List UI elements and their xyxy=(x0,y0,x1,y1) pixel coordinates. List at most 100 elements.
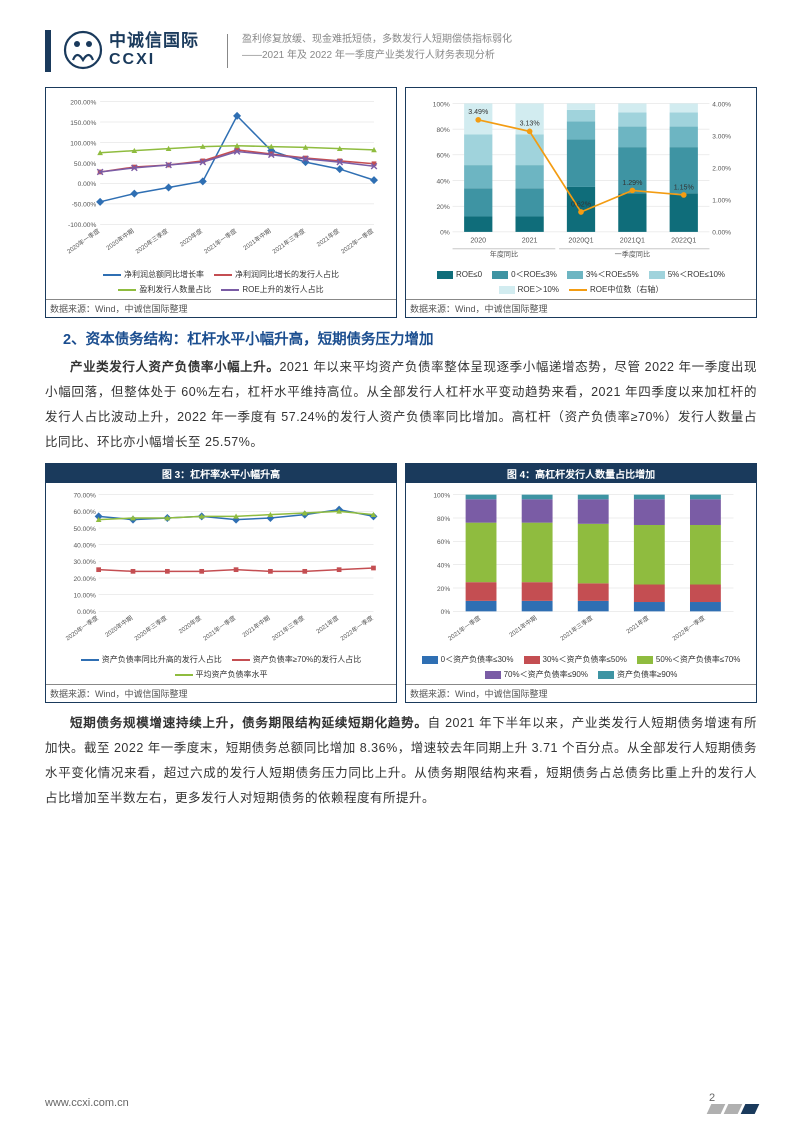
svg-text:60.00%: 60.00% xyxy=(74,509,96,516)
svg-text:2021年三季度: 2021年三季度 xyxy=(271,227,307,255)
chart-3-leverage: 图 3：杠杆率水平小幅升高 0.00% 10.00% 20.00% 30.00% 40.… xyxy=(45,463,397,703)
svg-text:2022年一季度: 2022年一季度 xyxy=(671,614,707,642)
svg-text:0%: 0% xyxy=(441,609,451,616)
chart-4-source: 数据来源：Wind，中诚信国际整理 xyxy=(406,684,756,702)
svg-text:3.00%: 3.00% xyxy=(712,133,731,140)
page-footer: www.ccxi.com.cn 2 xyxy=(45,1092,757,1114)
svg-text:1.00%: 1.00% xyxy=(712,198,731,205)
svg-text:20%: 20% xyxy=(436,204,449,211)
svg-text:一季度同比: 一季度同比 xyxy=(615,249,650,258)
svg-text:50.00%: 50.00% xyxy=(74,161,97,168)
chart-3-source: 数据来源：Wind，中诚信国际整理 xyxy=(46,684,396,702)
svg-text:2020年度: 2020年度 xyxy=(177,614,203,635)
chart-4-svg: 0% 20% 40% 60% 80% 100% 2021年一季度 2021年中期 2021年三季… xyxy=(412,489,750,649)
svg-text:0.00%: 0.00% xyxy=(77,609,96,616)
header-accent-bar xyxy=(45,30,51,72)
svg-text:2020年一季度: 2020年一季度 xyxy=(65,227,101,255)
svg-text:20%: 20% xyxy=(437,586,450,593)
svg-text:2021Q1: 2021Q1 xyxy=(620,236,645,244)
header-subtitle: 盈利修复放缓、现金难抵短债，多数发行人短期偿债指标弱化 ——2021 年及 20… xyxy=(242,32,512,64)
footer-page-number: 2 xyxy=(709,1092,715,1104)
logo-text-en: CCXI xyxy=(109,51,199,69)
svg-text:2021年中期: 2021年中期 xyxy=(241,614,272,639)
svg-text:100.00%: 100.00% xyxy=(70,140,96,147)
chart-2-source: 数据来源：Wind，中诚信国际整理 xyxy=(406,299,756,317)
header-separator xyxy=(227,34,228,68)
svg-text:0.62%: 0.62% xyxy=(571,200,592,208)
svg-text:2020Q1: 2020Q1 xyxy=(568,236,593,244)
chart-2-svg: 0% 20% 40% 60% 80% 100% 0.00% 1.00% 2.00% 3.00% 4.… xyxy=(412,94,750,264)
svg-text:2022Q1: 2022Q1 xyxy=(671,236,696,244)
svg-text:2022年一季度: 2022年一季度 xyxy=(339,614,375,642)
svg-text:40.00%: 40.00% xyxy=(74,542,96,549)
svg-text:3.49%: 3.49% xyxy=(468,108,489,116)
svg-text:60%: 60% xyxy=(437,539,450,546)
svg-text:2020年一季度: 2020年一季度 xyxy=(64,614,100,642)
svg-text:2021年一季度: 2021年一季度 xyxy=(446,614,482,642)
paragraph-short-term-debt: 短期债务规模增速持续上升，债务期限结构延续短期化趋势。自 2021 年下半年以来… xyxy=(45,711,757,811)
svg-text:2021年度: 2021年度 xyxy=(625,614,651,635)
svg-text:100%: 100% xyxy=(433,492,450,499)
svg-text:1.29%: 1.29% xyxy=(622,179,643,187)
svg-text:40%: 40% xyxy=(437,562,450,569)
section-2-paragraph-1: 产业类发行人资产负债率小幅上升。2021 年以来平均资产负债率整体呈现逐季小幅递… xyxy=(45,355,757,455)
chart-4-high-leverage: 图 4：高杠杆发行人数量占比增加 0% 20% 40% 60% 80% 100% 2021年… xyxy=(405,463,757,703)
svg-text:80%: 80% xyxy=(437,516,450,523)
logo-block: 中诚信国际 CCXI xyxy=(63,30,199,70)
chart-3-title: 图 3：杠杆率水平小幅升高 xyxy=(46,464,396,483)
svg-text:2020年中期: 2020年中期 xyxy=(103,614,134,639)
svg-text:20.00%: 20.00% xyxy=(74,576,96,583)
chart-1-svg: -100.00% -50.00% 0.00% 50.00% 100.00% 150.00%… xyxy=(52,94,390,264)
svg-text:-50.00%: -50.00% xyxy=(72,202,97,209)
logo-text-cn: 中诚信国际 xyxy=(109,32,199,51)
svg-text:年度同比: 年度同比 xyxy=(490,249,518,258)
svg-text:50.00%: 50.00% xyxy=(74,526,96,533)
chart-1-source: 数据来源：Wind，中诚信国际整理 xyxy=(46,299,396,317)
svg-text:0.00%: 0.00% xyxy=(712,230,731,237)
chart-3-legend: 资产负债率同比升高的发行人占比资产负债率≥70%的发行人占比平均资产负债率水平 xyxy=(52,652,390,680)
chart-2-legend: ROE≤00＜ROE≤3%3%＜ROE≤5%5%＜ROE≤10%ROE＞10%R… xyxy=(412,267,750,295)
section-2-title: 2、资本债务结构：杠杆水平小幅升高，短期债务压力增加 xyxy=(63,328,757,349)
svg-text:200.00%: 200.00% xyxy=(70,99,96,106)
svg-text:2021年度: 2021年度 xyxy=(315,227,341,248)
svg-text:-100.00%: -100.00% xyxy=(68,222,96,229)
svg-text:80%: 80% xyxy=(436,127,449,134)
chart-4-title: 图 4：高杠杆发行人数量占比增加 xyxy=(406,464,756,483)
svg-text:1.15%: 1.15% xyxy=(674,183,695,191)
svg-text:2021年一季度: 2021年一季度 xyxy=(201,614,237,642)
svg-text:2020年度: 2020年度 xyxy=(178,227,204,248)
ccxi-logo-icon xyxy=(63,30,103,70)
svg-text:3.13%: 3.13% xyxy=(520,120,541,128)
svg-text:0%: 0% xyxy=(440,230,450,237)
svg-text:2020年三季度: 2020年三季度 xyxy=(133,614,169,642)
svg-text:2020年三季度: 2020年三季度 xyxy=(134,227,170,255)
chart-1-legend: 净利润总额同比增长率净利润同比增长的发行人占比盈利发行人数量占比ROE上升的发行… xyxy=(52,267,390,295)
footer-stripes-icon xyxy=(709,1104,757,1114)
svg-text:30.00%: 30.00% xyxy=(74,559,96,566)
svg-text:2022年一季度: 2022年一季度 xyxy=(339,227,375,255)
svg-text:2021: 2021 xyxy=(522,236,538,244)
svg-text:70.00%: 70.00% xyxy=(74,492,96,499)
svg-text:150.00%: 150.00% xyxy=(70,120,96,127)
svg-text:4.00%: 4.00% xyxy=(712,101,731,108)
svg-text:2021年中期: 2021年中期 xyxy=(508,614,539,639)
page-header: 中诚信国际 CCXI 盈利修复放缓、现金难抵短债，多数发行人短期偿债指标弱化 —… xyxy=(45,30,757,72)
svg-text:40%: 40% xyxy=(436,178,449,185)
svg-text:2020年中期: 2020年中期 xyxy=(105,227,136,252)
chart-3-svg: 0.00% 10.00% 20.00% 30.00% 40.00% 50.00% 60.00… xyxy=(52,489,390,649)
svg-text:2021年三季度: 2021年三季度 xyxy=(270,614,306,642)
svg-text:2021年中期: 2021年中期 xyxy=(242,227,273,252)
svg-text:2021年三季度: 2021年三季度 xyxy=(559,614,595,642)
chart-1-profit-trends: -100.00% -50.00% 0.00% 50.00% 100.00% 150.00%… xyxy=(45,87,397,318)
svg-text:2021年一季度: 2021年一季度 xyxy=(202,227,238,255)
svg-text:60%: 60% xyxy=(436,153,449,160)
chart-2-roe-distribution: 0% 20% 40% 60% 80% 100% 0.00% 1.00% 2.00% 3.00% 4.… xyxy=(405,87,757,318)
svg-text:100%: 100% xyxy=(433,101,450,108)
svg-text:2.00%: 2.00% xyxy=(712,166,731,173)
chart-4-legend: 0＜资产负债率≤30%30%＜资产负债率≤50%50%＜资产负债率≤70%70%… xyxy=(412,652,750,680)
footer-url: www.ccxi.com.cn xyxy=(45,1097,129,1109)
svg-text:2021年度: 2021年度 xyxy=(315,614,341,635)
svg-text:2020: 2020 xyxy=(470,236,486,244)
svg-text:0.00%: 0.00% xyxy=(78,181,97,188)
svg-text:10.00%: 10.00% xyxy=(74,593,96,600)
